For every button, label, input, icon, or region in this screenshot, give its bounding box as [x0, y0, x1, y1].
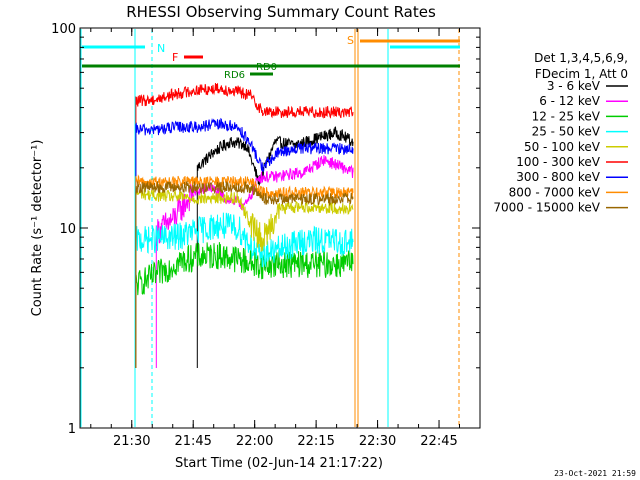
x-axis: 21:30 21:45 22:00 22:15 22:30 22:45	[90, 28, 481, 449]
flag-s-label: S	[347, 34, 354, 47]
legend-label: 800 - 7000 keV	[509, 185, 601, 199]
series-lines	[135, 82, 354, 368]
legend: Det 1,3,4,5,6,9, FDecim 1, Att 0 3 - 6 k…	[493, 51, 628, 215]
legend-label: 7000 - 15000 keV	[493, 201, 600, 215]
generation-timestamp: 23-Oct-2021 21:59	[554, 469, 636, 478]
y-axis-label: Count Rate (s⁻¹ detector⁻¹)	[30, 140, 45, 317]
series-line-3	[135, 242, 354, 368]
plot-frame	[79, 27, 481, 429]
x-tick-label: 22:45	[420, 434, 457, 449]
legend-label: 50 - 100 keV	[524, 140, 601, 154]
y-tick-label: 100	[51, 22, 76, 37]
series-line-1	[196, 126, 354, 368]
legend-label: 100 - 300 keV	[516, 155, 600, 169]
x-tick-label: 21:45	[174, 434, 211, 449]
x-tick-label: 21:30	[113, 434, 150, 449]
flag-n-label: N	[157, 42, 165, 55]
y-tick-label: 10	[59, 222, 76, 237]
legend-title-line-2: FDecim 1, Att 0	[535, 67, 628, 81]
flag-rd0-label: RD0	[256, 62, 277, 73]
legend-title-line-1: Det 1,3,4,5,6,9,	[534, 51, 628, 65]
series-line-4	[135, 212, 354, 368]
flag-bars: N F RD0 RD6 S	[82, 34, 460, 81]
orbit-band-lines	[80, 29, 460, 427]
y-axis: 1 10 100	[51, 22, 480, 437]
x-tick-label: 22:30	[359, 434, 396, 449]
x-tick-label: 22:00	[236, 434, 273, 449]
series-line-6	[135, 82, 354, 368]
y-tick-label: 1	[68, 422, 76, 437]
series-line-5	[135, 188, 354, 368]
chart-title: RHESSI Observing Summary Count Rates	[126, 3, 436, 21]
legend-label: 6 - 12 keV	[539, 94, 601, 108]
legend-label: 300 - 800 keV	[516, 170, 600, 184]
x-axis-label: Start Time (02-Jun-14 21:17:22)	[175, 456, 383, 471]
legend-label: 12 - 25 keV	[532, 109, 601, 123]
flag-f-label: F	[172, 51, 178, 64]
flag-rd6-label: RD6	[224, 70, 245, 81]
series-line-7	[135, 117, 354, 368]
x-tick-label: 22:15	[297, 434, 334, 449]
legend-label: 25 - 50 keV	[532, 125, 601, 139]
legend-label: 3 - 6 keV	[547, 79, 601, 93]
series-line-9	[135, 180, 354, 368]
